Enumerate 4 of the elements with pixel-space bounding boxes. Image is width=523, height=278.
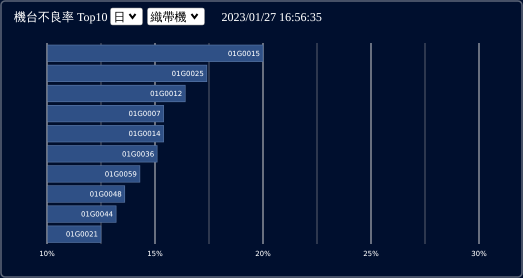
chart-title: 機台不良率 Top10 bbox=[14, 10, 108, 24]
text: 2023/01/27 16:56:35 bbox=[222, 10, 322, 24]
text: 日 bbox=[114, 10, 126, 24]
text: 織帶機 bbox=[150, 10, 186, 24]
